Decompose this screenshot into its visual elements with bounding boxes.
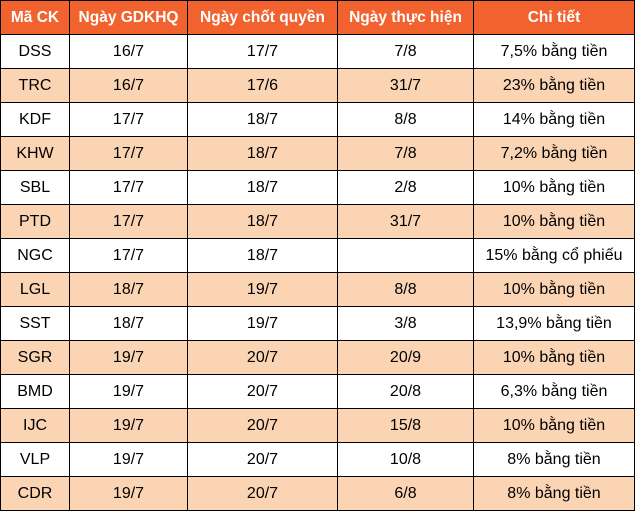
cell-details: 10% bằng tiền (473, 272, 635, 307)
cell-details: 7,2% bằng tiền (473, 136, 635, 171)
cell-ticker: IJC (0, 408, 70, 443)
cell-payment-date: 20/8 (337, 374, 474, 409)
cell-details: 10% bằng tiền (473, 408, 635, 443)
table-row: VLP 19/7 20/7 10/8 8% bằng tiền (0, 442, 635, 477)
header-ticker: Mã CK (0, 0, 70, 35)
cell-payment-date: 31/7 (337, 204, 474, 239)
cell-ticker: BMD (0, 374, 70, 409)
header-details: Chi tiết (473, 0, 635, 35)
cell-record-date: 20/7 (187, 408, 338, 443)
cell-ex-rights-date: 19/7 (69, 476, 188, 511)
cell-record-date: 18/7 (187, 204, 338, 239)
cell-details: 6,3% bằng tiền (473, 374, 635, 409)
cell-payment-date: 2/8 (337, 170, 474, 205)
cell-payment-date: 7/8 (337, 136, 474, 171)
cell-payment-date: 3/8 (337, 306, 474, 341)
cell-payment-date: 7/8 (337, 34, 474, 69)
cell-ex-rights-date: 19/7 (69, 408, 188, 443)
cell-payment-date: 15/8 (337, 408, 474, 443)
header-row: Mã CK Ngày GDKHQ Ngày chốt quyền Ngày th… (0, 0, 635, 35)
cell-record-date: 17/6 (187, 68, 338, 103)
cell-ticker: SBL (0, 170, 70, 205)
cell-ex-rights-date: 19/7 (69, 374, 188, 409)
table-row: CDR 19/7 20/7 6/8 8% bằng tiền (0, 476, 635, 511)
cell-ticker: VLP (0, 442, 70, 477)
cell-ex-rights-date: 17/7 (69, 204, 188, 239)
cell-details: 15% bằng cổ phiếu (473, 238, 635, 273)
cell-ticker: PTD (0, 204, 70, 239)
cell-ticker: LGL (0, 272, 70, 307)
cell-ex-rights-date: 18/7 (69, 272, 188, 307)
cell-ticker: SST (0, 306, 70, 341)
header-payment-date: Ngày thực hiện (337, 0, 474, 35)
cell-payment-date: 8/8 (337, 102, 474, 137)
cell-ex-rights-date: 18/7 (69, 306, 188, 341)
cell-details: 10% bằng tiền (473, 340, 635, 375)
cell-ticker: NGC (0, 238, 70, 273)
header-ex-rights-date: Ngày GDKHQ (69, 0, 188, 35)
cell-details: 8% bằng tiền (473, 476, 635, 511)
cell-record-date: 18/7 (187, 136, 338, 171)
cell-record-date: 18/7 (187, 102, 338, 137)
cell-record-date: 19/7 (187, 306, 338, 341)
cell-ex-rights-date: 16/7 (69, 34, 188, 69)
cell-payment-date (337, 238, 474, 273)
cell-record-date: 20/7 (187, 374, 338, 409)
table-row: KHW 17/7 18/7 7/8 7,2% bằng tiền (0, 136, 635, 171)
cell-ticker: DSS (0, 34, 70, 69)
table-header: Mã CK Ngày GDKHQ Ngày chốt quyền Ngày th… (0, 0, 635, 35)
cell-ticker: KDF (0, 102, 70, 137)
cell-payment-date: 8/8 (337, 272, 474, 307)
cell-details: 23% bằng tiền (473, 68, 635, 103)
cell-record-date: 20/7 (187, 442, 338, 477)
table-body: DSS 16/7 17/7 7/8 7,5% bằng tiền TRC 16/… (0, 34, 635, 511)
table-row: TRC 16/7 17/6 31/7 23% bằng tiền (0, 68, 635, 103)
table-row: DSS 16/7 17/7 7/8 7,5% bằng tiền (0, 34, 635, 69)
cell-details: 8% bằng tiền (473, 442, 635, 477)
table-row: SBL 17/7 18/7 2/8 10% bằng tiền (0, 170, 635, 205)
cell-details: 10% bằng tiền (473, 204, 635, 239)
cell-ex-rights-date: 17/7 (69, 136, 188, 171)
table-row: PTD 17/7 18/7 31/7 10% bằng tiền (0, 204, 635, 239)
table-row: BMD 19/7 20/7 20/8 6,3% bằng tiền (0, 374, 635, 409)
table-row: SST 18/7 19/7 3/8 13,9% bằng tiền (0, 306, 635, 341)
cell-payment-date: 6/8 (337, 476, 474, 511)
cell-details: 7,5% bằng tiền (473, 34, 635, 69)
cell-ticker: TRC (0, 68, 70, 103)
cell-record-date: 17/7 (187, 34, 338, 69)
cell-ex-rights-date: 17/7 (69, 238, 188, 273)
cell-ex-rights-date: 17/7 (69, 102, 188, 137)
cell-payment-date: 31/7 (337, 68, 474, 103)
table-row: NGC 17/7 18/7 15% bằng cổ phiếu (0, 238, 635, 273)
dividend-schedule-table: Mã CK Ngày GDKHQ Ngày chốt quyền Ngày th… (0, 0, 635, 511)
table-row: IJC 19/7 20/7 15/8 10% bằng tiền (0, 408, 635, 443)
header-record-date: Ngày chốt quyền (187, 0, 338, 35)
cell-ticker: KHW (0, 136, 70, 171)
cell-record-date: 19/7 (187, 272, 338, 307)
cell-ex-rights-date: 17/7 (69, 170, 188, 205)
cell-record-date: 18/7 (187, 170, 338, 205)
cell-ticker: SGR (0, 340, 70, 375)
table-row: LGL 18/7 19/7 8/8 10% bằng tiền (0, 272, 635, 307)
cell-payment-date: 10/8 (337, 442, 474, 477)
cell-details: 13,9% bằng tiền (473, 306, 635, 341)
cell-payment-date: 20/9 (337, 340, 474, 375)
cell-ex-rights-date: 19/7 (69, 442, 188, 477)
cell-ticker: CDR (0, 476, 70, 511)
table-row: SGR 19/7 20/7 20/9 10% bằng tiền (0, 340, 635, 375)
cell-record-date: 18/7 (187, 238, 338, 273)
cell-details: 14% bằng tiền (473, 102, 635, 137)
cell-ex-rights-date: 19/7 (69, 340, 188, 375)
table-row: KDF 17/7 18/7 8/8 14% bằng tiền (0, 102, 635, 137)
cell-record-date: 20/7 (187, 476, 338, 511)
cell-record-date: 20/7 (187, 340, 338, 375)
cell-ex-rights-date: 16/7 (69, 68, 188, 103)
cell-details: 10% bằng tiền (473, 170, 635, 205)
